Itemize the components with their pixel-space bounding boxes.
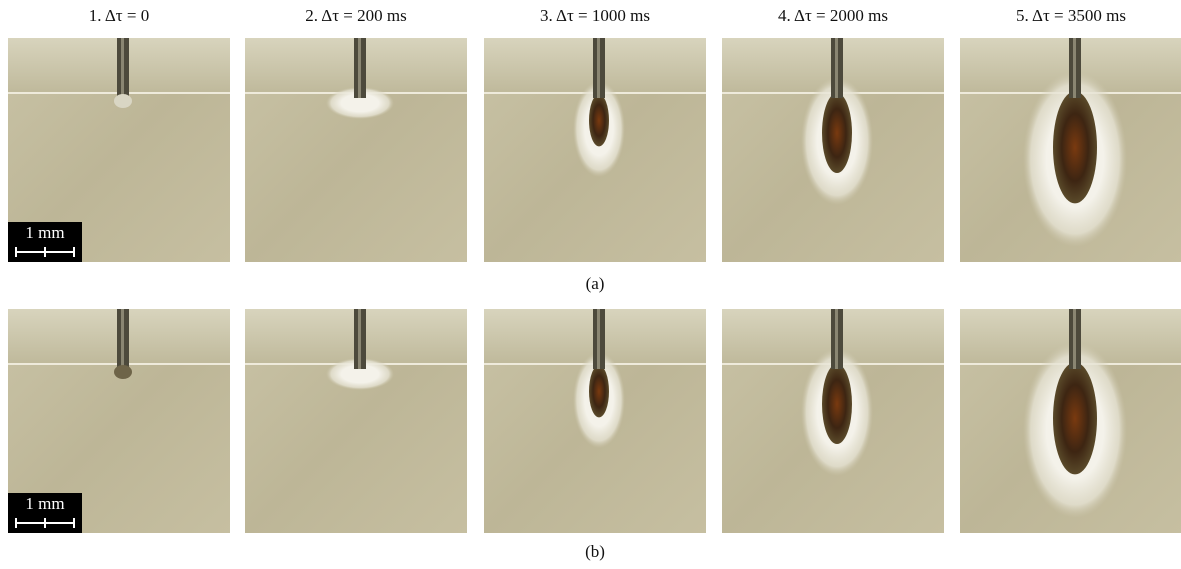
discharge-channel <box>822 364 852 444</box>
electrode-highlight <box>597 38 600 98</box>
column-title: 2. Δτ = 200 ms <box>305 6 407 25</box>
photo-panel <box>722 38 944 262</box>
discharge-channel <box>822 93 852 173</box>
photo-panel <box>960 38 1181 262</box>
column-title: 5. Δτ = 3500 ms <box>1016 6 1126 25</box>
electrode-highlight <box>1073 38 1076 98</box>
photo-panel <box>245 38 467 262</box>
row-label: (b) <box>585 542 605 561</box>
photo-panel <box>722 309 944 533</box>
figure: 1. Δτ = 0 2. Δτ = 200 ms 3. Δτ = 1000 ms 4.… <box>0 0 1181 569</box>
column-title: 4. Δτ = 2000 ms <box>778 6 888 25</box>
electrode-tip <box>114 94 132 108</box>
electrode-highlight <box>358 309 361 369</box>
row-label: (a) <box>586 274 605 293</box>
photo-panel <box>960 309 1181 533</box>
discharge-channel <box>1053 362 1097 474</box>
electrode-highlight <box>358 38 361 98</box>
electrode-highlight <box>121 309 124 369</box>
electrode-tip <box>114 365 132 379</box>
column-title: 1. Δτ = 0 <box>89 6 149 25</box>
photo-panel <box>484 309 706 533</box>
electrode-highlight <box>835 38 838 98</box>
electrode-highlight <box>1073 309 1076 369</box>
scale-bar-label: 1 mm <box>25 494 64 513</box>
scale-bar-label: 1 mm <box>25 223 64 242</box>
column-title: 3. Δτ = 1000 ms <box>540 6 650 25</box>
electrode-highlight <box>835 309 838 369</box>
electrode-highlight <box>121 38 124 98</box>
electrode-highlight <box>597 309 600 369</box>
photo-panel <box>484 38 706 262</box>
discharge-channel <box>1053 91 1097 203</box>
photo-panel <box>245 309 467 533</box>
discharge-channel <box>589 365 609 417</box>
discharge-channel <box>589 94 609 146</box>
